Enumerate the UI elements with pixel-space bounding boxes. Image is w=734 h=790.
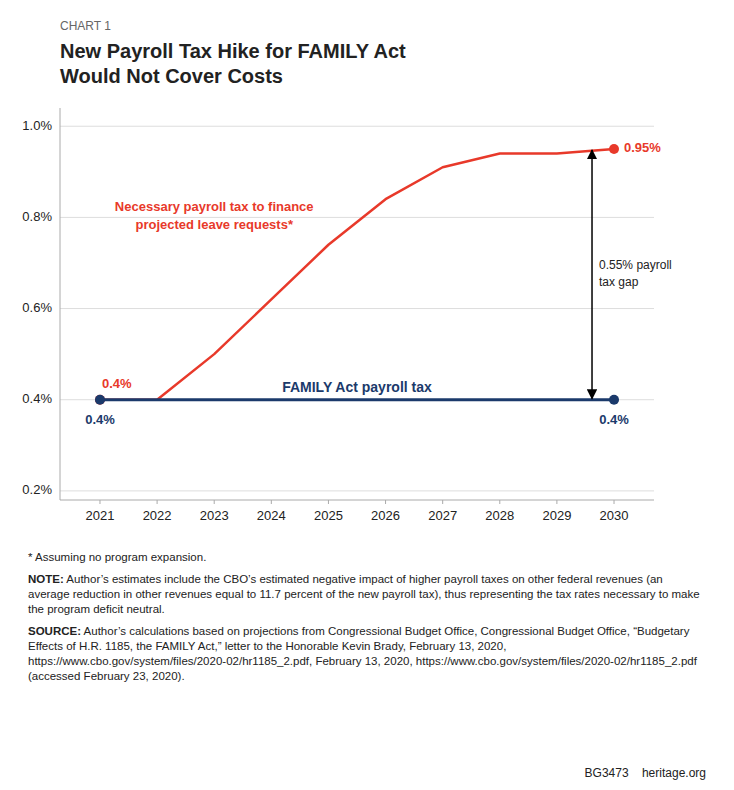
- footnote-label: SOURCE:: [28, 625, 81, 637]
- grid-line: [60, 308, 654, 309]
- footnote: SOURCE: Author’s calculations based on p…: [28, 624, 706, 684]
- series-line: [100, 149, 614, 400]
- title-line: Would Not Cover Costs: [60, 65, 283, 87]
- x-tick-label: 2029: [542, 508, 571, 523]
- x-tick-label: 2024: [257, 508, 286, 523]
- y-tick-label: 1.0%: [22, 118, 52, 133]
- y-tick-label: 0.6%: [22, 300, 52, 315]
- x-tick-label: 2030: [600, 508, 629, 523]
- series-label: FAMILY Act payroll tax: [282, 379, 432, 395]
- series-label: Necessary payroll tax to finance projecte…: [115, 199, 314, 232]
- end-dot: [95, 395, 105, 405]
- footnotes: * Assuming no program expansion. NOTE: Au…: [28, 550, 706, 691]
- series-label-line: projected leave requests*: [135, 217, 293, 232]
- footnote: NOTE: Author’s estimates include the CBO…: [28, 572, 706, 617]
- x-tick-label: 2028: [485, 508, 514, 523]
- x-tick: [328, 500, 329, 504]
- labels: 0.4% 0.95% Necessary payroll tax to financ…: [85, 140, 672, 426]
- end-dot: [609, 395, 619, 405]
- x-tick: [442, 500, 443, 504]
- x-tick-label: 2026: [371, 508, 400, 523]
- footer: BG3473 heritage.org: [585, 766, 706, 780]
- x-tick-label: 2027: [428, 508, 457, 523]
- x-tick-label: 2021: [86, 508, 115, 523]
- plot-area: [95, 144, 619, 405]
- grid-line: [60, 490, 654, 491]
- gap-label-line: tax gap: [599, 276, 639, 290]
- title-line: New Payroll Tax Hike for FAMILY Act: [60, 40, 406, 62]
- end-dot: [609, 144, 619, 154]
- grid-line: [60, 399, 654, 400]
- footnote-text: * Assuming no program expansion.: [28, 551, 206, 563]
- value-label: 0.4%: [599, 412, 629, 427]
- y-tick-label: 0.4%: [22, 391, 52, 406]
- gap-arrow: [591, 150, 593, 399]
- end-dot: [95, 395, 105, 405]
- footnote-text: Author’s calculations based on projectio…: [28, 625, 697, 682]
- x-tick-label: 2023: [200, 508, 229, 523]
- title: New Payroll Tax Hike for FAMILY Act Would…: [60, 40, 406, 87]
- series-label-line: Necessary payroll tax to finance: [115, 199, 314, 214]
- grid-line: [60, 126, 654, 127]
- x-tick-label: 2025: [314, 508, 343, 523]
- value-label: 0.4%: [102, 376, 132, 391]
- x-tick: [271, 500, 272, 504]
- chart: CHART 1 New Payroll Tax Hike for FAMILY A…: [0, 0, 734, 548]
- x-axis-line: [60, 500, 654, 501]
- y-tick-label: 0.2%: [22, 482, 52, 497]
- series-line: [100, 398, 614, 401]
- value-label: 0.95%: [624, 140, 661, 155]
- x-tick: [385, 500, 386, 504]
- footnote: * Assuming no program expansion.: [28, 550, 706, 565]
- grid: [60, 126, 654, 491]
- y-tick-label: 0.8%: [22, 209, 52, 224]
- footnote-label: NOTE:: [28, 573, 64, 585]
- gap-label: 0.55% payroll tax gap: [599, 259, 672, 290]
- x-tick: [499, 500, 500, 504]
- x-tick: [214, 500, 215, 504]
- footnote-text: Author’s estimates include the CBO’s est…: [28, 573, 700, 615]
- value-label: 0.4%: [85, 412, 115, 427]
- gap-label-line: 0.55% payroll: [599, 259, 672, 273]
- x-tick: [556, 500, 557, 504]
- y-axis-line: [60, 108, 61, 500]
- x-tick: [99, 500, 100, 504]
- x-tick: [614, 500, 615, 504]
- x-tick-label: 2022: [143, 508, 172, 523]
- x-tick: [157, 500, 158, 504]
- chart-label: CHART 1: [60, 19, 111, 33]
